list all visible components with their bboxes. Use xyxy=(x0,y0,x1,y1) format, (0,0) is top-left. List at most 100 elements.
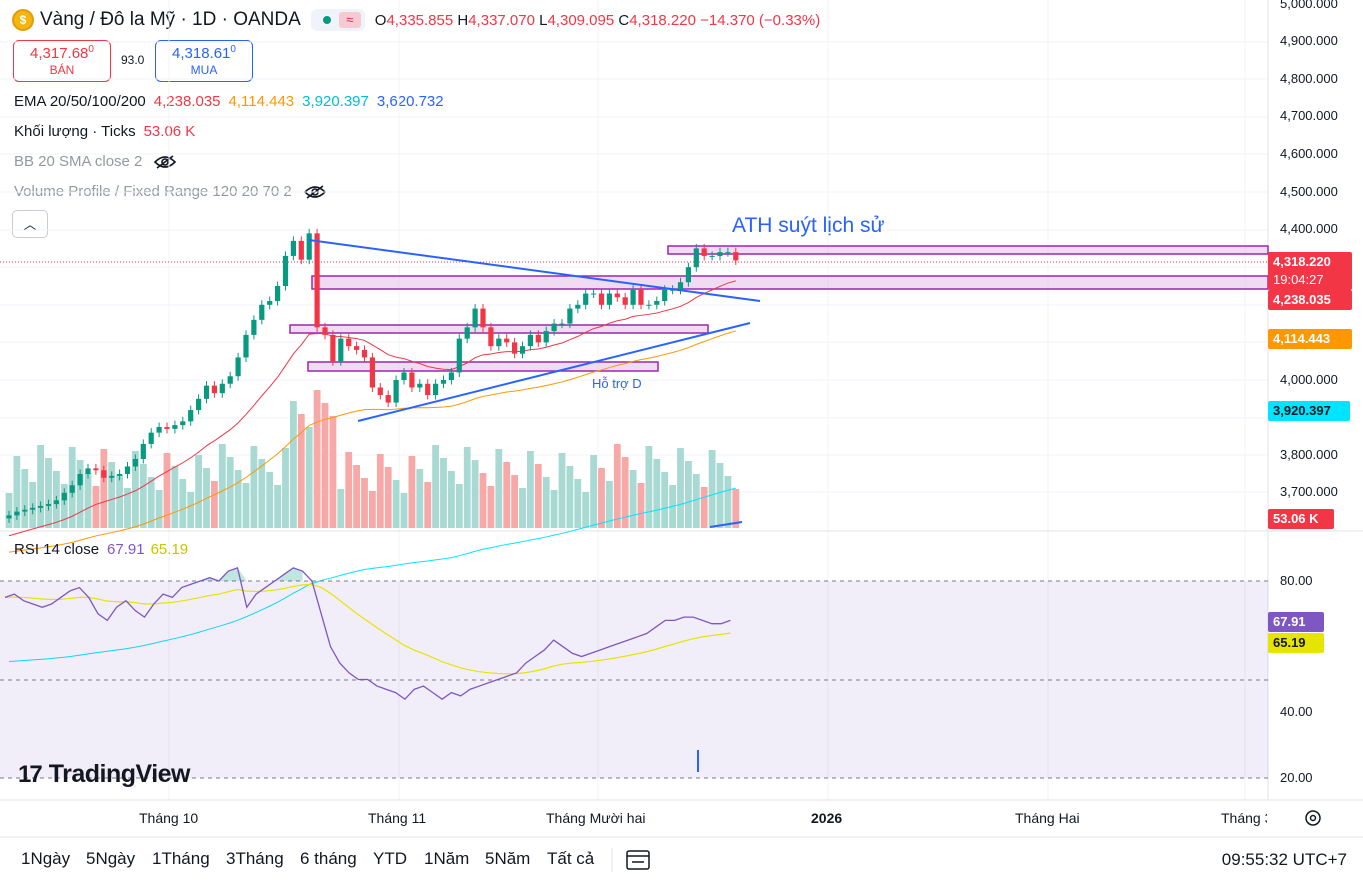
candle-body[interactable] xyxy=(717,252,723,256)
candle-body[interactable] xyxy=(101,470,107,478)
candle-body[interactable] xyxy=(504,338,510,343)
sell-button[interactable]: 4,317.680 BÁN xyxy=(13,40,111,82)
candle-body[interactable] xyxy=(235,357,241,377)
candle-body[interactable] xyxy=(409,372,415,388)
hidden-eye-icon[interactable] xyxy=(154,154,177,169)
candle-body[interactable] xyxy=(180,421,186,426)
candle-body[interactable] xyxy=(93,468,99,471)
candle-body[interactable] xyxy=(282,255,289,286)
ascending-trendline[interactable] xyxy=(357,322,751,422)
candle-body[interactable] xyxy=(670,289,676,291)
candle-body[interactable] xyxy=(156,427,162,433)
candle-body[interactable] xyxy=(53,500,59,505)
candle-body[interactable] xyxy=(61,492,67,501)
candle-body[interactable] xyxy=(527,334,533,347)
range-all[interactable]: Tất cả xyxy=(547,849,595,868)
candle-body[interactable] xyxy=(109,475,115,478)
candle-body[interactable] xyxy=(725,252,731,254)
candle-body[interactable] xyxy=(361,349,368,358)
candle-body[interactable] xyxy=(117,474,123,476)
candle-body[interactable] xyxy=(211,385,217,394)
collapse-legend-button[interactable]: ︿ xyxy=(12,210,48,238)
support-zone-d[interactable] xyxy=(307,361,659,372)
candle-body[interactable] xyxy=(448,372,454,380)
candle-body[interactable] xyxy=(543,331,549,343)
bb-legend[interactable]: BB 20 SMA close 2 xyxy=(14,153,177,170)
mid-zone[interactable] xyxy=(289,324,709,334)
candlesticks[interactable] xyxy=(6,228,739,523)
candle-body[interactable] xyxy=(622,297,628,305)
candle-body[interactable] xyxy=(298,240,304,260)
candle-body[interactable] xyxy=(124,466,131,474)
candle-body[interactable] xyxy=(148,432,154,444)
resistance-zone[interactable] xyxy=(311,275,1269,290)
candle-body[interactable] xyxy=(693,248,699,268)
candle-body[interactable] xyxy=(630,289,636,305)
candle-body[interactable] xyxy=(290,240,296,256)
candle-body[interactable] xyxy=(638,289,644,305)
candle-body[interactable] xyxy=(346,338,352,347)
candle-body[interactable] xyxy=(701,248,707,256)
candle-body[interactable] xyxy=(551,323,557,332)
candle-body[interactable] xyxy=(456,338,462,373)
buy-button[interactable]: 4,318.610 MUA xyxy=(155,40,253,82)
candle-body[interactable] xyxy=(188,410,194,422)
candle-body[interactable] xyxy=(417,383,423,388)
range-3m[interactable]: 3Tháng xyxy=(226,849,284,868)
ath-resistance-zone[interactable] xyxy=(667,245,1269,255)
range-1y[interactable]: 1Năm xyxy=(424,849,470,868)
candle-body[interactable] xyxy=(488,327,494,347)
ema-legend[interactable]: EMA 20/50/100/200 4,238.035 4,114.443 3,… xyxy=(14,93,444,110)
candle-body[interactable] xyxy=(38,505,44,508)
candle-body[interactable] xyxy=(425,383,431,396)
candle-body[interactable] xyxy=(598,293,605,305)
range-6m[interactable]: 6 tháng xyxy=(300,849,357,868)
symbol-title[interactable]: Vàng / Đô la Mỹ · 1D · OANDA xyxy=(40,9,301,30)
candle-body[interactable] xyxy=(654,301,660,305)
candle-body[interactable] xyxy=(203,385,210,399)
candle-body[interactable] xyxy=(30,507,36,510)
candle-body[interactable] xyxy=(401,372,407,380)
date-range-icon[interactable] xyxy=(626,850,650,870)
candle-body[interactable] xyxy=(685,267,691,283)
candle-body[interactable] xyxy=(519,346,526,354)
range-1m[interactable]: 1Tháng xyxy=(152,849,210,868)
candle-body[interactable] xyxy=(275,286,281,302)
candle-body[interactable] xyxy=(583,293,589,305)
candle-body[interactable] xyxy=(733,252,739,261)
candle-body[interactable] xyxy=(440,380,447,384)
candle-body[interactable] xyxy=(243,334,249,358)
candle-body[interactable] xyxy=(219,383,225,394)
rsi-legend[interactable]: RSI 14 close 67.91 65.19 xyxy=(14,541,189,558)
candle-body[interactable] xyxy=(559,323,565,325)
candle-body[interactable] xyxy=(330,334,336,362)
candle-body[interactable] xyxy=(480,308,486,328)
candle-body[interactable] xyxy=(472,308,478,328)
candle-body[interactable] xyxy=(227,376,233,384)
settings-icon[interactable] xyxy=(1305,810,1321,826)
candle-body[interactable] xyxy=(69,485,75,493)
candle-body[interactable] xyxy=(14,511,20,516)
candle-body[interactable] xyxy=(85,468,91,474)
candle-body[interactable] xyxy=(172,425,178,429)
candle-body[interactable] xyxy=(196,398,202,411)
candle-body[interactable] xyxy=(45,504,52,506)
range-5y[interactable]: 5Năm xyxy=(485,849,531,868)
candle-body[interactable] xyxy=(377,387,383,396)
candle-body[interactable] xyxy=(369,357,375,388)
candle-body[interactable] xyxy=(567,308,573,324)
candle-body[interactable] xyxy=(512,342,518,354)
candle-body[interactable] xyxy=(535,334,541,343)
candle-body[interactable] xyxy=(306,233,312,260)
candle-body[interactable] xyxy=(77,474,83,486)
candle-body[interactable] xyxy=(709,255,715,257)
candle-body[interactable] xyxy=(338,338,344,362)
range-1d[interactable]: 1Ngày xyxy=(21,849,71,868)
candle-body[interactable] xyxy=(646,304,652,306)
candle-body[interactable] xyxy=(267,301,273,305)
candle-body[interactable] xyxy=(677,282,684,290)
candle-body[interactable] xyxy=(22,509,28,512)
candle-body[interactable] xyxy=(6,515,12,519)
descending-trendline[interactable] xyxy=(308,239,761,302)
